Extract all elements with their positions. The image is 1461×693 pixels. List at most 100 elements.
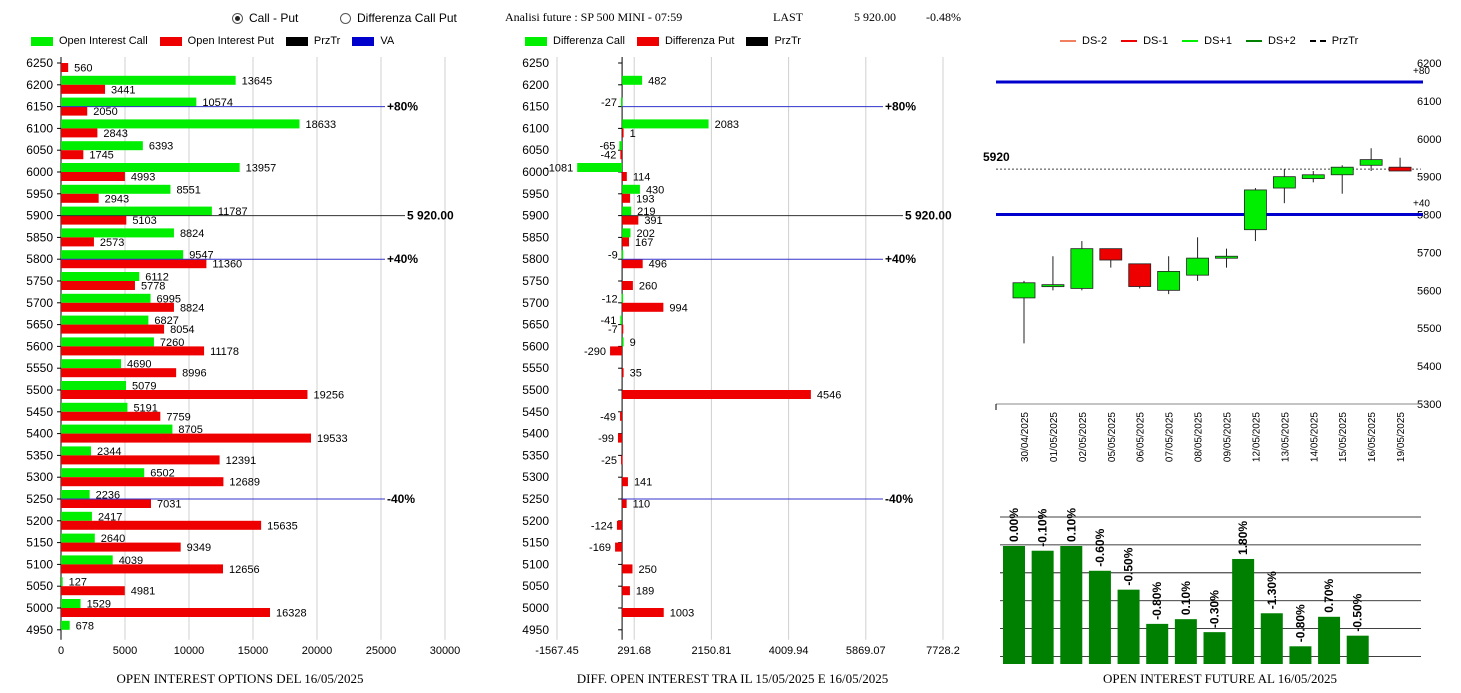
bar-value-label: -0.50% xyxy=(1351,593,1365,631)
radio-call-put-label: Call - Put xyxy=(249,11,299,25)
x-tick-label: 09/05/2025 xyxy=(1223,412,1234,462)
y-tick-label: 5500 xyxy=(522,383,549,397)
y-tick-label: 5150 xyxy=(26,536,53,550)
y-tick-label: 5950 xyxy=(26,187,53,201)
legend3-dsp1-label: DS+1 xyxy=(1204,35,1232,47)
bar-value-label: -0.30% xyxy=(1208,590,1222,628)
x-tick-label: 25000 xyxy=(366,645,397,655)
bar-value-label: -0.80% xyxy=(1293,604,1307,642)
future-oi-bar xyxy=(1117,589,1140,664)
caption-diff: DIFF. OPEN INTEREST TRA IL 15/05/2025 E … xyxy=(576,671,889,686)
price-label: 5920 xyxy=(983,150,1010,164)
put-bar xyxy=(61,390,308,399)
call-value-label: 5079 xyxy=(132,381,156,393)
put-value-label: 19256 xyxy=(313,390,344,402)
put-value-label: 8996 xyxy=(182,368,206,380)
put-value-label: 189 xyxy=(636,586,654,598)
put-value-label: 8824 xyxy=(180,302,204,314)
put-value-label: -124 xyxy=(591,520,613,532)
radio-call-put[interactable]: Call - Put xyxy=(232,11,298,25)
put-bar xyxy=(61,302,174,312)
put-bar xyxy=(61,520,262,530)
y-tick-label: 5550 xyxy=(522,361,549,375)
future-oi-bar xyxy=(1346,635,1369,664)
call-bar xyxy=(61,533,95,543)
x-tick-label: 7728.2 xyxy=(926,645,960,655)
put-bar xyxy=(622,172,627,181)
future-oi-bar xyxy=(1088,570,1111,664)
y-tick-label: 5200 xyxy=(26,514,53,528)
candle-body xyxy=(1330,166,1354,176)
legend2-prztr-label: PrzTr xyxy=(774,35,801,47)
y-tick-label: 6200 xyxy=(522,78,549,92)
put-value-label: -169 xyxy=(589,542,611,554)
x-tick-label: 2150.81 xyxy=(692,645,732,655)
put-value-label: -7 xyxy=(608,324,618,336)
legend-swatch-call xyxy=(31,36,53,46)
put-value-label: 3441 xyxy=(111,84,135,96)
future-oi-bar-chart: 0.00% -0.10% 0.10% -0.60% -0.50% -0.80% 0.10% -… xyxy=(1000,508,1421,664)
y-tick-label: 5100 xyxy=(522,557,549,571)
call-bar xyxy=(61,381,127,390)
future-oi-bar xyxy=(1318,616,1341,664)
call-bar xyxy=(61,511,92,521)
x-tick-label: 19/05/2025 xyxy=(1396,412,1407,462)
y-tick-label: 5650 xyxy=(26,318,53,332)
put-value-label: 9349 xyxy=(187,542,211,554)
put-bar xyxy=(61,281,135,290)
bar-value-label: -0.50% xyxy=(1122,547,1136,585)
call-bar xyxy=(61,424,173,434)
put-bar xyxy=(622,564,633,574)
x-tick-label: 01/05/2025 xyxy=(1049,412,1060,462)
legend-diff: Differenza Call Differenza Put PrzTr xyxy=(525,35,801,47)
legend-put-label: Open Interest Put xyxy=(187,35,274,47)
y-tick-label: 5600 xyxy=(26,339,53,353)
put-value-label: 11360 xyxy=(212,259,242,271)
y-tick-label: 5900 xyxy=(26,209,53,223)
call-bar xyxy=(577,163,623,172)
x-tick-label: 5000 xyxy=(113,645,137,655)
y-tick-label: 5550 xyxy=(26,361,53,375)
caption-options: OPEN INTEREST OPTIONS DEL 16/05/2025 xyxy=(116,671,364,686)
y-tick-label: 5600 xyxy=(522,339,549,353)
y-tick-label: 5350 xyxy=(26,448,53,462)
call-bar xyxy=(622,206,632,216)
call-bar xyxy=(61,141,143,151)
call-bar xyxy=(61,555,113,565)
reference-label: -40% xyxy=(387,492,415,506)
y-tick-label: 5800 xyxy=(1417,210,1441,222)
call-value-label: 13957 xyxy=(246,163,277,175)
candle-body xyxy=(1301,174,1325,179)
put-bar xyxy=(621,455,623,465)
future-oi-bar xyxy=(1260,613,1283,664)
last-label: LAST xyxy=(773,10,803,24)
band-label: +80 xyxy=(1413,66,1430,77)
y-tick-label: 5400 xyxy=(522,427,549,441)
candle-body xyxy=(1157,270,1181,291)
call-value-label: 1529 xyxy=(87,599,111,611)
y-tick-label: 6100 xyxy=(26,121,53,135)
call-bar xyxy=(61,402,128,412)
put-value-label: 12391 xyxy=(226,455,257,467)
put-bar xyxy=(61,346,205,356)
x-tick-label: 15/05/2025 xyxy=(1338,412,1349,462)
x-tick-label: 14/05/2025 xyxy=(1309,412,1320,462)
put-bar xyxy=(620,150,623,160)
y-tick-label: 5000 xyxy=(26,601,53,615)
call-value-label: 430 xyxy=(646,184,664,196)
radio-differenza[interactable]: Differenza Call Put xyxy=(340,11,457,25)
bar-value-label: 0.10% xyxy=(1179,581,1193,615)
put-bar xyxy=(61,586,125,596)
diff-open-interest-chart: -1567.45 291.68 2150.81 4009.94 5869.07 7728.… xyxy=(522,56,960,655)
call-value-label: -12 xyxy=(602,293,618,305)
legend-call-label: Open Interest Call xyxy=(59,35,148,47)
put-value-label: 7031 xyxy=(157,499,181,511)
put-value-label: 11178 xyxy=(210,346,239,358)
reference-label: 5 920.00 xyxy=(407,209,454,223)
x-tick-label: 4009.94 xyxy=(769,645,809,655)
put-bar xyxy=(61,455,220,465)
put-value-label: -99 xyxy=(598,433,614,445)
put-bar xyxy=(617,433,623,443)
legend2-call-label: Differenza Call xyxy=(553,35,625,47)
call-value-label: 2417 xyxy=(98,511,122,523)
